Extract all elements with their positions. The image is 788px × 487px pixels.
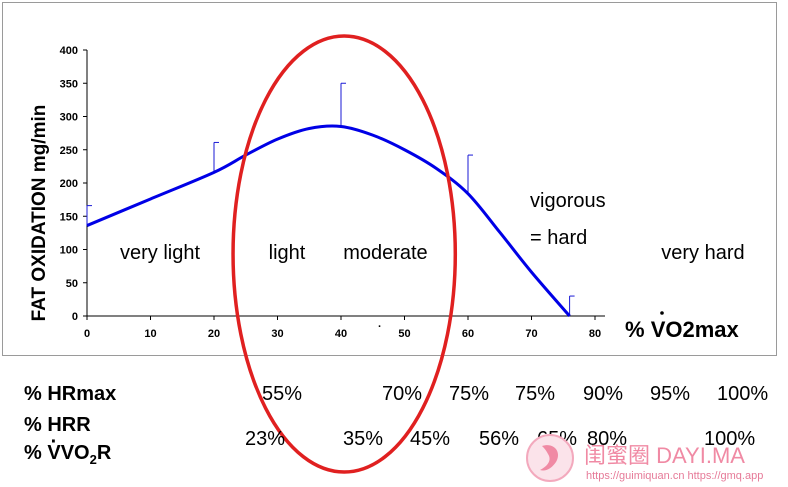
vo2r-label: % VVO2R: [24, 442, 111, 467]
chart-frame: [2, 2, 777, 356]
vo2r-label-prefix: %: [24, 442, 48, 464]
hrmax-value: 100%: [717, 383, 769, 405]
x-tick-label: 70: [525, 328, 537, 340]
vo2r-value: 80%: [587, 428, 628, 450]
x-tick-label: 10: [144, 328, 156, 340]
hrmax-value: 70%: [382, 383, 423, 405]
zone-label: light: [269, 242, 306, 264]
vo2r-value: 45%: [410, 428, 451, 450]
fat-oxidation-line: [86, 124, 571, 317]
watermark-urls: https://guimiquan.cn https://gmq.app: [586, 470, 764, 482]
hrmax-value: 55%: [262, 383, 303, 405]
x-tick-label: 80: [589, 328, 601, 340]
y-tick-label: 150: [60, 211, 78, 223]
hrr-label: % HRR: [24, 414, 91, 436]
x-tick-label: 0: [84, 328, 90, 340]
y-tick-label: 0: [72, 311, 78, 323]
vo2r-value: 23%: [245, 428, 286, 450]
hrmax-value: 75%: [515, 383, 556, 405]
zone-label: moderate: [343, 242, 428, 264]
zone-label: very hard: [661, 242, 744, 264]
vo2r-value: 100%: [704, 428, 756, 450]
x-tick-label: 30: [271, 328, 283, 340]
watermark-text: 闺蜜圈 DAYI.MA: [584, 443, 745, 468]
zone-label-vigorous: = hard: [530, 227, 587, 249]
hrmax-value: 75%: [449, 383, 490, 405]
y-tick-label: 50: [66, 278, 78, 290]
x-axis-label: % VO2max: [625, 317, 740, 342]
vo2r-label-suffix: R: [96, 442, 112, 464]
y-tick-label: 350: [60, 78, 78, 90]
vo2r-label-v: V: [47, 442, 60, 464]
x-tick-label: 60: [462, 328, 474, 340]
x-axis-label-dot: [660, 311, 664, 315]
vo2r-label-sub: 2: [89, 452, 97, 467]
x-axis-label-prefix: %: [625, 317, 651, 342]
hrmax-value: 90%: [583, 383, 624, 405]
y-tick-label: 250: [60, 145, 78, 157]
x-tick-label: 50: [398, 328, 410, 340]
stray-mark: ·: [378, 321, 382, 333]
vo2r-value: 35%: [343, 428, 384, 450]
y-tick-label: 200: [60, 178, 78, 190]
zone-label: very light: [120, 242, 200, 264]
x-tick-label: 20: [208, 328, 220, 340]
zone-label-vigorous: vigorous: [530, 190, 606, 212]
y-tick-label: 300: [60, 112, 78, 124]
watermark: 闺蜜圈 DAYI.MA https://guimiquan.cn https:/…: [524, 430, 784, 485]
y-axis-label: FAT OXIDATION mg/min: [29, 105, 50, 322]
hrmax-label: % HRmax: [24, 383, 117, 405]
hrmax-value: 95%: [650, 383, 691, 405]
y-tick-label: 400: [60, 45, 78, 57]
highlight-ellipse: [231, 34, 458, 474]
x-tick-label: 40: [335, 328, 347, 340]
x-axis-label-main: VO2max: [651, 317, 740, 342]
vo2r-label-o: VO: [60, 442, 90, 464]
watermark-logo-icon: [526, 434, 574, 482]
y-tick-label: 100: [60, 245, 78, 257]
vo2r-value: 56%: [479, 428, 520, 450]
